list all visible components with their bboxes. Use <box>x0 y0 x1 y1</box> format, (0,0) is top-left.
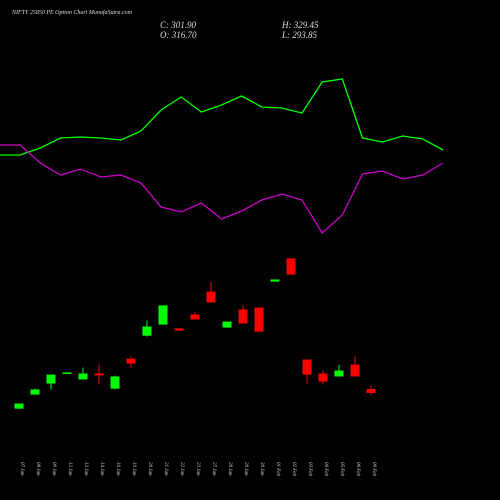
info-high: H: 329.45 <box>281 20 319 30</box>
candle-body <box>366 389 376 393</box>
candle-body <box>110 376 120 389</box>
x-tick-label: 30 Jan <box>259 462 264 476</box>
x-tick-label: 13 Jan <box>83 462 88 476</box>
x-tick-label: 04 Feb <box>323 462 328 477</box>
x-tick-label: 01 Feb <box>275 462 280 477</box>
candle-body <box>46 374 56 384</box>
info-low: L: 293.85 <box>281 30 318 40</box>
candle-body <box>78 373 88 380</box>
x-tick-label: 22 Jan <box>179 462 184 476</box>
candle-body <box>14 403 24 409</box>
candle-body <box>30 389 40 395</box>
candle-body <box>350 364 360 377</box>
x-tick-label: 09 Jan <box>51 462 56 476</box>
info-open: O: 316.70 <box>160 30 197 40</box>
x-tick-label: 19 Jan <box>131 462 136 476</box>
x-tick-label: 09 Feb <box>371 462 376 477</box>
x-tick-label: 21 Jan <box>163 462 168 476</box>
candle-body <box>94 373 104 376</box>
info-close: C: 301.90 <box>160 20 197 30</box>
x-tick-label: 08 Jan <box>35 462 40 476</box>
x-tick-label: 05 Feb <box>339 462 344 477</box>
x-tick-label: 07 Jan <box>19 462 24 476</box>
indicator-line <box>0 78 444 156</box>
candle-body <box>334 370 344 377</box>
x-tick-label: 06 Feb <box>355 462 360 477</box>
candle-body <box>238 309 248 324</box>
x-tick-label: 23 Jan <box>195 462 200 476</box>
candle-body <box>126 358 136 364</box>
x-tick-label: 02 Feb <box>291 462 296 477</box>
candle-body <box>190 314 200 320</box>
candle-body <box>318 373 328 382</box>
x-tick-label: 28 Jan <box>227 462 232 476</box>
x-tick-label: 29 Jan <box>243 462 248 476</box>
candle-body <box>286 258 296 275</box>
candle-body <box>62 372 72 374</box>
x-tick-label: 20 Jan <box>147 462 152 476</box>
candle-body <box>222 321 232 328</box>
candle-body <box>158 305 168 325</box>
x-tick-label: 27 Jan <box>211 462 216 476</box>
x-tick-label: 14 Jan <box>99 462 104 476</box>
indicator-line <box>0 144 444 235</box>
candle-body <box>206 291 216 303</box>
candle-body <box>254 307 264 332</box>
x-tick-label: 16 Jan <box>115 462 120 476</box>
candle-body <box>174 328 184 331</box>
x-tick-label: 12 Jan <box>67 462 72 476</box>
candle-body <box>142 326 152 336</box>
candle-body <box>270 279 280 282</box>
chart-title: NIFTY 25850 PE Option Chart MunafaSutra.… <box>11 9 133 16</box>
x-tick-label: 03 Feb <box>307 462 312 477</box>
candle-body <box>302 359 312 375</box>
